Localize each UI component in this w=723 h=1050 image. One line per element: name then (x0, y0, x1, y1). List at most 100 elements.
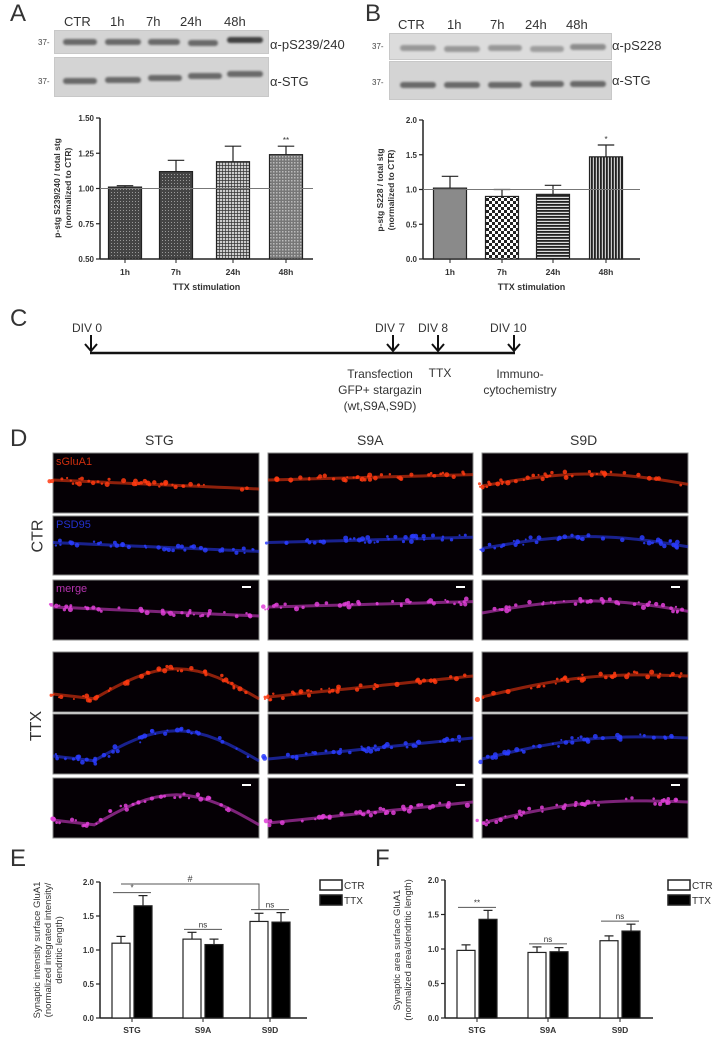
punctum (562, 676, 567, 680)
punctum (646, 475, 652, 481)
punctum (444, 736, 450, 742)
punctum (182, 792, 186, 796)
punctum (595, 472, 599, 476)
punctum (570, 474, 574, 478)
punctum (430, 804, 436, 809)
punctum (354, 810, 359, 815)
punctum (432, 678, 437, 682)
punctum (499, 545, 503, 549)
mw-marker: 37- (372, 42, 384, 51)
punctum (244, 690, 248, 695)
channel-label: PSD95 (56, 519, 91, 531)
punctum (480, 548, 485, 553)
punctum (540, 805, 544, 810)
punctum (307, 689, 310, 692)
blot-strip-phospho (389, 33, 612, 60)
punctum (264, 541, 268, 545)
scale-bar (242, 784, 251, 786)
punctum (174, 727, 180, 733)
punctum (627, 672, 630, 675)
y-tick-label: 1.5 (83, 912, 95, 921)
punctum (288, 477, 294, 483)
y-axis-label: p-stg S228 / total stg(normalized to CTR… (375, 148, 396, 231)
punctum (368, 748, 374, 754)
punctum (657, 801, 663, 807)
punctum (635, 671, 639, 675)
lane-label: 1h (110, 14, 125, 29)
punctum (645, 602, 651, 608)
punctum (587, 470, 591, 474)
punctum (245, 486, 249, 490)
punctum (160, 608, 165, 613)
punctum (305, 538, 310, 542)
punctum (139, 608, 144, 614)
punctum (397, 475, 403, 481)
punctum (554, 682, 557, 685)
punctum (487, 821, 490, 824)
punctum (143, 800, 147, 803)
punctum (81, 824, 85, 828)
punctum (585, 799, 591, 805)
punctum (517, 809, 522, 814)
punctum (537, 743, 542, 749)
note-line: cytochemistry (483, 383, 557, 397)
punctum (339, 747, 343, 751)
punctum (406, 808, 412, 814)
punctum (145, 480, 151, 486)
punctum (480, 485, 485, 490)
bar (271, 921, 291, 1019)
punctum (290, 755, 295, 759)
punctum (366, 474, 370, 478)
bar (111, 942, 131, 1019)
punctum (475, 818, 479, 823)
y-axis-label-line: dendritic length) (54, 916, 65, 984)
punctum (58, 821, 61, 825)
punctum (54, 544, 58, 547)
punctum (394, 681, 400, 687)
punctum (577, 677, 580, 681)
punctum (54, 603, 59, 609)
x-tick-label: 1h (120, 267, 130, 277)
punctum (508, 608, 512, 612)
legend-swatch (667, 894, 691, 906)
legend-label: CTR (344, 881, 365, 892)
bar (535, 193, 571, 260)
arrow-icon (386, 335, 400, 353)
punctum (500, 607, 504, 612)
punctum (645, 674, 650, 680)
punctum (197, 483, 201, 487)
x-tick-label: S9D (262, 1025, 279, 1035)
punctum (366, 746, 371, 750)
punctum (670, 672, 675, 677)
punctum (601, 601, 605, 605)
y-tick-label: 1.0 (428, 945, 440, 954)
punctum (268, 698, 272, 702)
punctum (560, 677, 564, 681)
punctum (357, 601, 362, 606)
lane-label: 7h (490, 17, 505, 32)
punctum (478, 759, 483, 765)
punctum (162, 668, 168, 674)
punctum (109, 687, 112, 690)
punctum (192, 613, 195, 616)
punctum (198, 545, 203, 550)
y-tick-label: 0.5 (406, 220, 418, 229)
punctum (79, 476, 84, 481)
punctum (613, 671, 617, 675)
punctum (149, 796, 154, 801)
punctum (669, 674, 672, 678)
bar (268, 154, 304, 260)
punctum (671, 542, 677, 548)
punctum (164, 547, 169, 551)
punctum (464, 802, 470, 808)
punctum (490, 755, 495, 760)
punctum (610, 675, 615, 680)
antibody-label: α-pS239/240 (270, 37, 345, 52)
punctum (207, 608, 212, 613)
punctum (143, 544, 147, 548)
punctum (449, 538, 454, 542)
punctum (504, 815, 507, 818)
blot-strip-total (54, 57, 269, 97)
punctum (279, 820, 285, 826)
punctum (198, 796, 204, 802)
